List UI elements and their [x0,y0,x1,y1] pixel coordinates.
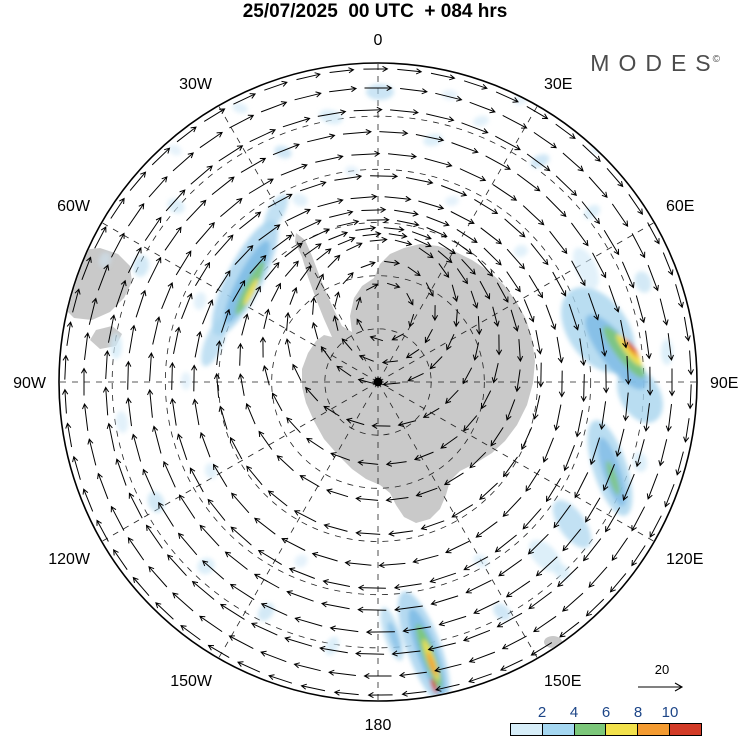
colorbar-segment [670,724,701,735]
modes-logo: MODES© [590,50,720,77]
colorbar-labels: 2 4 6 8 10 [510,704,702,723]
colorbar-tick-label: 10 [661,704,679,721]
wave-energy-shading-layer [98,84,673,700]
colorbar-segment [511,724,543,735]
longitude-label: 120E [666,551,703,568]
colorbar-segment [638,724,671,735]
map-boundary-circle [58,62,698,702]
longitude-label: 60E [666,198,694,215]
colorbar-tick-label: 2 [537,704,547,721]
longitude-label: 150E [544,673,581,690]
colorbar: 2 4 6 8 10 [510,704,702,736]
longitude-label: 120W [48,551,91,568]
longitude-label: 0 [374,32,383,49]
wind-arrows-layer [62,65,694,699]
longitude-label: 60W [57,198,91,215]
longitude-labels: 0 30E 60E 90E 120E 150E 180 150W 120W 90W 60W 30W [13,32,738,734]
colorbar-scale [510,723,702,736]
reference-arrow-glyph [638,682,684,692]
longitude-label: 30E [544,76,572,93]
longitude-label: 90E [710,375,738,392]
colorbar-tick-label: 4 [569,704,579,721]
colorbar-segment [542,724,575,735]
colorbar-tick-label: 6 [601,704,611,721]
graticule-layer [60,64,696,700]
page-title: 25/07/2025 00 UTC + 084 hrs [242,1,508,22]
colorbar-segment [606,724,639,735]
longitude-label: 180 [365,717,392,734]
colorbar-tick-label: 8 [633,704,643,721]
longitude-label: 150W [170,673,213,690]
colorbar-segment [574,724,607,735]
south-pole-dot [373,377,383,387]
modes-logo-copyright: © [712,54,720,65]
reference-arrow-label: 20 [655,662,669,677]
modes-logo-text: MODES [590,50,720,76]
longitude-label: 90W [13,375,47,392]
reference-wind-arrow: 20 [638,662,684,692]
longitude-label: 30W [179,76,213,93]
